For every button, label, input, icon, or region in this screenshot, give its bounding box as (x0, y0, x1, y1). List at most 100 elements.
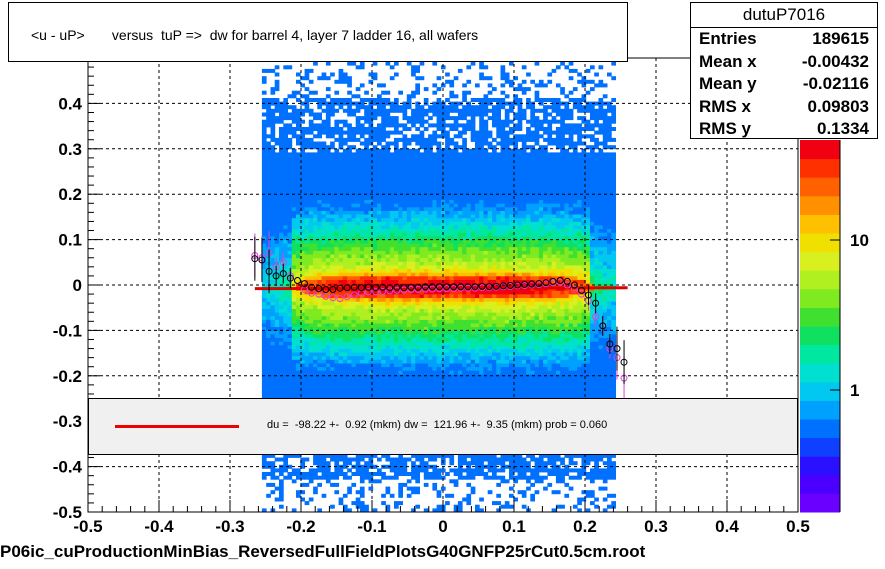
heat-cell (406, 341, 412, 346)
heat-cell (445, 366, 450, 371)
heat-cell (296, 141, 301, 146)
heat-cell (296, 112, 301, 117)
heat-cell (266, 105, 271, 110)
heat-cell (334, 319, 340, 324)
heat-cell (428, 170, 433, 175)
heat-cell (466, 272, 472, 277)
heat-cell (466, 210, 472, 215)
heat-cell (291, 326, 297, 331)
heat-cell (321, 395, 327, 400)
heat-cell (313, 279, 318, 284)
heat-cell (330, 98, 335, 102)
heat-cell (291, 196, 297, 200)
heat-cell (261, 105, 267, 110)
heat-cell (287, 363, 293, 368)
heat-cell (359, 290, 365, 295)
heat-cell (372, 377, 378, 382)
heat-cell (449, 468, 455, 473)
heat-cell (330, 283, 335, 288)
heat-cell (313, 127, 318, 131)
heat-cell (364, 170, 369, 175)
heat-cell (470, 323, 476, 328)
heat-cell (266, 177, 271, 182)
heat-cell (415, 141, 420, 146)
heat-cell (398, 188, 403, 193)
heat-cell (462, 225, 467, 230)
heat-cell (330, 232, 335, 237)
heat-cell (304, 275, 310, 280)
heat-cell (449, 301, 455, 306)
heat-cell (342, 177, 348, 182)
heat-cell (411, 475, 416, 480)
heat-cell (428, 148, 433, 153)
heat-cell (381, 232, 386, 237)
heat-cell (355, 119, 361, 124)
heat-cell (462, 497, 467, 502)
heat-cell (398, 206, 403, 211)
heat-cell (394, 221, 399, 226)
heat-cell (355, 167, 361, 171)
heat-cell (330, 199, 335, 204)
heat-cell (330, 239, 335, 244)
heat-cell (347, 363, 352, 368)
heat-cell (347, 468, 352, 473)
heat-cell (325, 116, 331, 121)
heat-cell (266, 355, 271, 360)
heat-cell (330, 167, 335, 171)
heat-cell (347, 330, 352, 335)
heat-cell (270, 152, 276, 157)
heat-cell (347, 279, 352, 284)
heat-cell (274, 395, 280, 400)
heat-cell (419, 257, 425, 262)
heat-cell (377, 283, 382, 288)
heat-cell (398, 181, 403, 186)
heat-cell (389, 214, 395, 219)
heat-cell (423, 268, 429, 273)
heat-cell (462, 272, 467, 277)
heat-cell (440, 468, 446, 473)
heat-cell (270, 392, 276, 397)
heat-cell (411, 108, 416, 113)
heat-cell (359, 257, 365, 262)
heat-cell (449, 83, 455, 88)
heat-cell (381, 210, 386, 215)
heat-cell (411, 68, 416, 73)
heat-cell (359, 83, 365, 88)
heat-cell (368, 326, 374, 331)
heat-cell (411, 210, 416, 215)
heat-cell (394, 170, 399, 175)
heat-cell (334, 468, 340, 473)
heat-cell (372, 181, 378, 186)
heat-cell (423, 167, 429, 171)
heat-cell (415, 472, 420, 476)
heat-cell (313, 344, 318, 349)
heat-cell (304, 475, 310, 480)
heat-cell (398, 272, 403, 277)
heat-cell (428, 334, 433, 338)
heat-cell (385, 90, 391, 95)
heat-cell (334, 305, 340, 309)
heat-cell (300, 326, 305, 331)
heat-cell (342, 181, 348, 186)
heat-cell (440, 486, 446, 491)
heat-cell (300, 228, 305, 233)
heat-cell (406, 472, 412, 476)
heat-cell (291, 130, 297, 135)
heat-cell (351, 337, 357, 342)
heat-cell (445, 134, 450, 139)
heat-cell (423, 185, 429, 190)
heat-cell (394, 174, 399, 179)
heat-cell (296, 493, 301, 498)
heat-cell (466, 225, 472, 230)
heat-cell (266, 341, 271, 346)
heat-cell (355, 225, 361, 230)
heat-cell (308, 250, 314, 255)
heat-cell (338, 79, 344, 84)
heat-cell (415, 185, 420, 190)
heat-cell (270, 344, 276, 349)
heat-cell (325, 163, 331, 168)
heat-cell (274, 196, 280, 200)
heat-cell (266, 68, 271, 73)
heat-cell (462, 297, 467, 302)
heat-cell (440, 181, 446, 186)
